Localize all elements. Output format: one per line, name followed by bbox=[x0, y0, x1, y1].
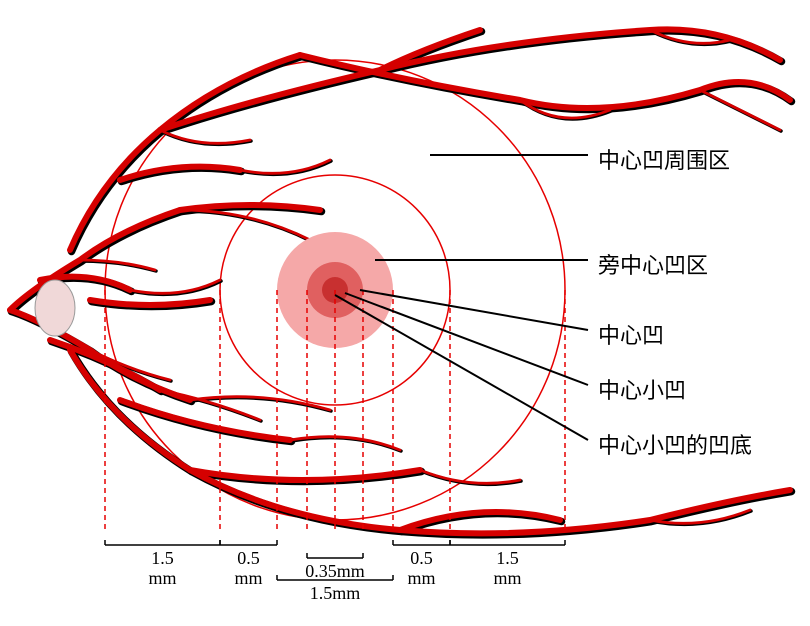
measurement-label: 1.5mm bbox=[478, 549, 538, 589]
region-label: 中心凹周围区 bbox=[598, 143, 730, 175]
region-label: 中心小凹 bbox=[598, 373, 686, 405]
measurement-label: 1.5mm bbox=[305, 584, 365, 604]
measurement-label: 0.5mm bbox=[392, 549, 452, 589]
region-label: 中心凹 bbox=[598, 318, 664, 350]
measurement-label: 0.5mm bbox=[219, 549, 279, 589]
measurement-label: 0.35mm bbox=[305, 562, 365, 582]
measurement-label: 1.5mm bbox=[133, 549, 193, 589]
region-label: 旁中心凹区 bbox=[598, 248, 708, 280]
diagram-container: 1.5mm0.5mm0.35mm1.5mm0.5mm1.5mm中心凹周围区旁中心… bbox=[0, 0, 810, 626]
region-label: 中心小凹的凹底 bbox=[598, 428, 752, 460]
diagram-svg bbox=[0, 0, 810, 626]
